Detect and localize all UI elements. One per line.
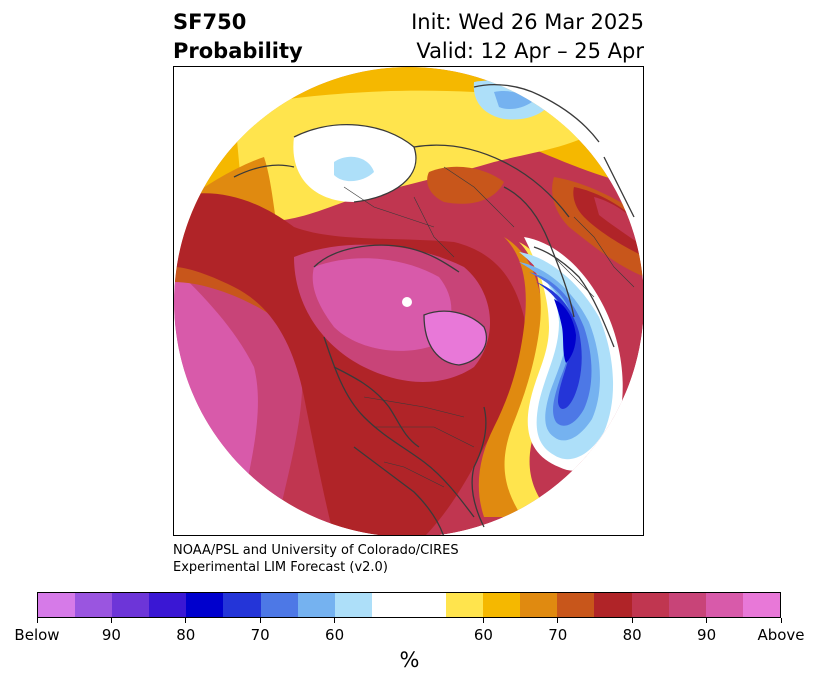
colorbar [37, 592, 781, 618]
coastlines [233, 83, 635, 535]
forecast-dates: Init: Wed 26 Mar 2025 Valid: 12 Apr – 25… [411, 8, 644, 66]
colorbar-segment-below [186, 593, 224, 617]
colorbar-tick-mark [110, 618, 112, 623]
colorbar-tick-label: 80 [176, 626, 196, 644]
colorbar-tick-label: 70 [250, 626, 270, 644]
init-date: Init: Wed 26 Mar 2025 [411, 10, 644, 34]
map-title: SF750 Probability [173, 8, 303, 66]
colorbar-segment-above [594, 593, 632, 617]
colorbar-tick-label: 70 [548, 626, 568, 644]
colorbar-tick-label: 90 [101, 626, 121, 644]
colorbar-tick-label: 90 [697, 626, 717, 644]
colorbar-segment-below [112, 593, 150, 617]
colorbar-segment-above [446, 593, 484, 617]
map-mask [174, 67, 643, 535]
colorbar-segment-below [334, 593, 372, 617]
colorbar-segment-below [38, 593, 76, 617]
colorbar-segment-below [297, 593, 335, 617]
colorbar-tick-label: 80 [622, 626, 642, 644]
colorbar-segment-below [223, 593, 261, 617]
colorbar-segment-above [520, 593, 558, 617]
borders [343, 166, 635, 488]
colorbar-tick-mark [557, 618, 559, 623]
colorbar-tick-mark [706, 618, 708, 623]
credit-line-2: Experimental LIM Forecast (v2.0) [173, 560, 388, 575]
colorbar-segment-above [557, 593, 595, 617]
colorbar-segment-above [742, 593, 780, 617]
colorbar-segment-above [631, 593, 669, 617]
colorbar-tick-mark [631, 618, 633, 623]
colorbar-segment-above [668, 593, 706, 617]
forecast-map [173, 66, 644, 536]
colorbar-segment-above [483, 593, 521, 617]
colorbar-tick-mark [36, 618, 38, 623]
colorbar-tick-label: Above [757, 626, 805, 644]
title-line-1: SF750 [173, 10, 247, 34]
colorbar-segment-below [260, 593, 298, 617]
colorbar-units: % [399, 648, 420, 672]
colorbar-tick-label: 60 [325, 626, 345, 644]
colorbar-segment-below [75, 593, 113, 617]
colorbar-tick-mark [185, 618, 187, 623]
title-line-2: Probability [173, 39, 303, 63]
colorbar-tick-mark [482, 618, 484, 623]
colorbar-tick-mark [780, 618, 782, 623]
probability-shading [174, 67, 643, 535]
colorbar-tick-label: Below [14, 626, 60, 644]
credit-line-1: NOAA/PSL and University of Colorado/CIRE… [173, 543, 459, 558]
colorbar-segment-above [705, 593, 743, 617]
credit-text: NOAA/PSL and University of Colorado/CIRE… [173, 542, 459, 576]
polar-projection-map [174, 67, 643, 535]
colorbar-segment-neutral [371, 593, 447, 617]
colorbar-tick-labels: Below 90 80 70 60 60 70 80 90 Above [14, 626, 804, 646]
colorbar-segment-below [149, 593, 187, 617]
colorbar-tick-mark [259, 618, 261, 623]
colorbar-tick-label: 60 [473, 626, 493, 644]
colorbar-tick-mark [334, 618, 336, 623]
valid-range: Valid: 12 Apr – 25 Apr [416, 39, 644, 63]
